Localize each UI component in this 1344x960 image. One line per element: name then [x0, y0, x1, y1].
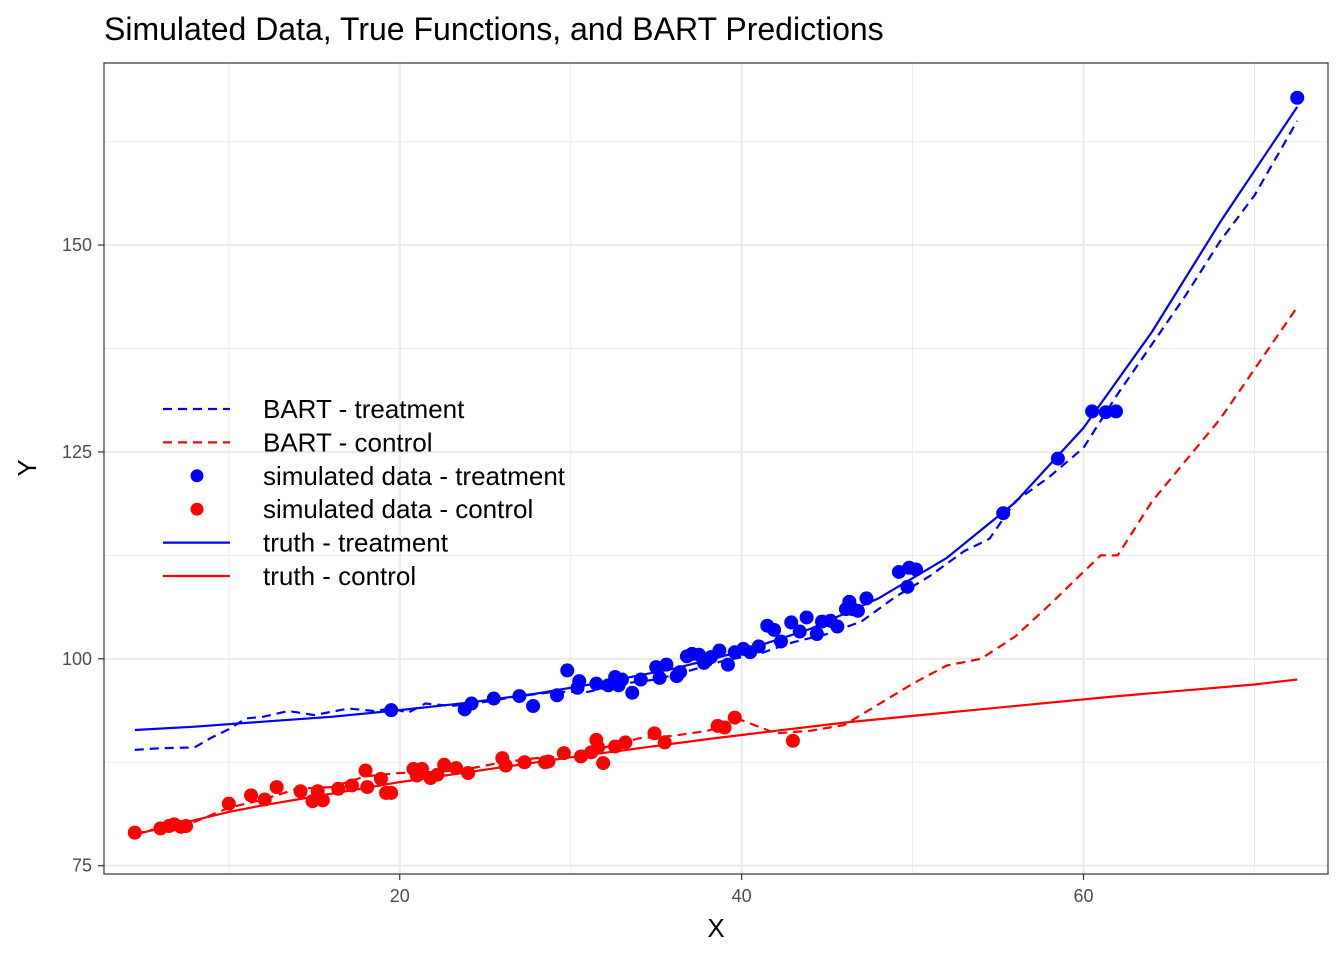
data-point: [498, 758, 513, 773]
data-point: [799, 610, 814, 625]
data-point: [517, 755, 532, 770]
legend-key-point: [190, 469, 204, 483]
y-tick-label: 75: [72, 856, 92, 876]
data-point: [712, 643, 727, 658]
data-point: [625, 685, 640, 700]
data-point: [727, 710, 742, 725]
data-point: [1109, 404, 1124, 419]
data-point: [384, 785, 399, 800]
data-point: [269, 780, 284, 795]
data-point: [560, 663, 575, 678]
data-point: [414, 761, 429, 776]
data-point: [257, 792, 272, 807]
data-point: [850, 603, 865, 618]
y-tick-label: 100: [62, 649, 92, 669]
data-point: [657, 735, 672, 750]
x-tick-label: 60: [1074, 886, 1094, 906]
data-point: [358, 763, 373, 778]
data-point: [127, 825, 142, 840]
legend-item-simulated-data-treatment: simulated data - treatment: [190, 461, 566, 491]
bart-treatment-line: [134, 120, 1299, 751]
legend-item-truth-control: truth - control: [163, 561, 416, 591]
data-point: [1098, 405, 1113, 420]
legend-item-simulated-data-control: simulated data - control: [190, 494, 533, 524]
data-point: [437, 757, 452, 772]
series-truth-treatment: [134, 106, 1299, 732]
y-tick-label: 125: [62, 442, 92, 462]
data-point: [618, 735, 633, 750]
data-point: [1085, 404, 1100, 419]
x-axis-title: X: [707, 913, 724, 943]
y-axis-title: Y: [12, 459, 42, 476]
legend-key-point: [190, 502, 204, 516]
data-point: [526, 699, 541, 714]
legend-item-truth-treatment: truth - treatment: [163, 528, 449, 558]
legend-label: truth - control: [263, 561, 416, 591]
data-point: [1050, 451, 1065, 466]
data-point: [720, 657, 735, 672]
legend-label: truth - treatment: [263, 528, 449, 558]
legend-item-bart-treatment: BART - treatment: [163, 394, 465, 424]
data-point: [809, 627, 824, 642]
data-point: [464, 696, 479, 711]
series-bart-treatment: [134, 120, 1299, 751]
x-tick-label: 20: [390, 886, 410, 906]
data-point: [221, 796, 236, 811]
data-point: [293, 784, 308, 799]
legend-label: BART - control: [263, 427, 433, 457]
data-point: [1290, 90, 1305, 105]
legend-label: simulated data - treatment: [263, 461, 566, 491]
data-point: [717, 720, 732, 735]
axes: 20 40 60 75 100 125 150: [62, 235, 1094, 906]
series-layer: [127, 90, 1305, 840]
truth-treatment-line: [134, 106, 1299, 732]
x-tick-label: 40: [732, 886, 752, 906]
data-point: [767, 622, 782, 637]
grid: [104, 63, 1328, 874]
data-point: [652, 670, 667, 685]
data-point: [647, 726, 662, 741]
y-tick-label: 150: [62, 235, 92, 255]
data-point: [785, 733, 800, 748]
data-point: [596, 756, 611, 771]
data-point: [784, 615, 799, 630]
legend-label: simulated data - control: [263, 494, 533, 524]
data-point: [244, 788, 259, 803]
legend-label: BART - treatment: [263, 394, 465, 424]
truth-control-line: [134, 678, 1298, 836]
chart-title: Simulated Data, True Functions, and BART…: [104, 11, 884, 47]
data-point: [373, 771, 388, 786]
legend-item-bart-control: BART - control: [163, 427, 433, 457]
data-point: [591, 740, 606, 755]
series-truth-control: [134, 678, 1298, 836]
plot-border: [103, 62, 1329, 875]
data-point: [830, 619, 845, 634]
data-point: [449, 761, 464, 776]
data-point: [659, 657, 674, 672]
